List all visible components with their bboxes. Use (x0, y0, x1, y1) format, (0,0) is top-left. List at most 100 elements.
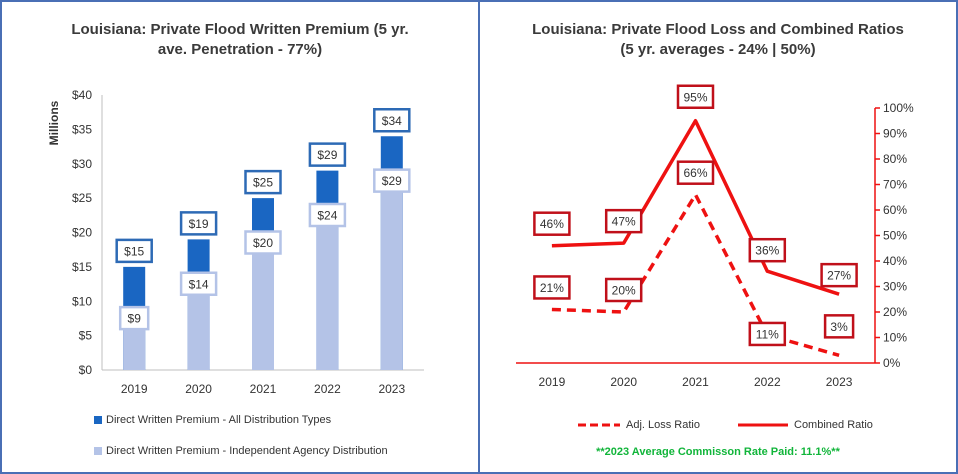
y-tick-label: 30% (883, 280, 907, 294)
data-label-adj-loss: 21% (540, 281, 564, 295)
y-tick-label: $10 (72, 294, 92, 308)
data-label-independent: $20 (253, 236, 273, 250)
data-label-box-all (115, 238, 153, 264)
legend-label-independent: Direct Written Premium - Independent Age… (106, 445, 388, 457)
legend-item-combined-ratio: Combined Ratio (738, 419, 873, 431)
data-label-adj-loss: 20% (612, 284, 636, 298)
data-label-box-adj-loss (676, 160, 715, 185)
legend-item-independent-agency: Direct Written Premium - Independent Age… (94, 445, 388, 457)
data-label-box-adj-loss (823, 314, 855, 339)
legend-swatch-independent (94, 447, 102, 455)
data-label-independent: $9 (128, 312, 142, 326)
data-label-combined: 27% (827, 269, 851, 283)
premium-title-line-1: Louisiana: Private Flood Written Premium… (71, 21, 409, 38)
legend-item-adj-loss-ratio: Adj. Loss Ratio (578, 419, 700, 431)
data-label-box-all (373, 108, 411, 133)
data-label-combined: 95% (683, 90, 707, 104)
ratio-title-line-1: Louisiana: Private Flood Loss and Combin… (532, 21, 904, 38)
data-label-box-combined (748, 237, 787, 263)
y-tick-label: 50% (883, 229, 907, 243)
data-label-box-combined (604, 208, 643, 234)
data-label-box-adj-loss (533, 275, 571, 300)
data-label-box-independent (308, 202, 347, 228)
data-label-all: $15 (124, 244, 144, 258)
data-label-box-combined (676, 84, 715, 109)
y-tick-label: 70% (883, 178, 907, 192)
legend-item-all-distribution: Direct Written Premium - All Distributio… (94, 414, 331, 426)
x-tick-label: 2023 (826, 375, 853, 389)
legend-label-all: Direct Written Premium - All Distributio… (106, 414, 332, 426)
x-tick-label: 2023 (378, 382, 405, 396)
data-label-all: $19 (189, 217, 209, 231)
data-label-box-combined (820, 262, 858, 288)
bar-independent-agency (316, 205, 339, 370)
y-tick-label: 60% (883, 203, 907, 217)
x-tick-label: 2021 (682, 375, 709, 389)
y-tick-label: 100% (883, 101, 914, 115)
bar-independent-agency (187, 273, 210, 370)
x-tick-label: 2020 (610, 375, 637, 389)
data-label-all: $29 (317, 148, 337, 162)
data-label-independent: $29 (382, 174, 402, 188)
data-label-box-independent (118, 305, 150, 331)
y-tick-label: $0 (79, 363, 93, 377)
premium-bar-chart: Millions $0 $5 $10 $15 $20 $25 $30 $35 $40 2019 $1… (47, 88, 424, 396)
adj-loss-ratio-line (551, 192, 840, 358)
data-label-all: $25 (253, 176, 273, 190)
data-label-box-independent (244, 230, 282, 255)
data-label-box-all (244, 169, 282, 195)
x-tick-label: 2021 (250, 382, 277, 396)
legend-swatch-all (94, 416, 102, 424)
y-tick-label: $15 (72, 260, 92, 274)
x-tick-label: 2019 (121, 382, 148, 396)
data-label-combined: 47% (612, 215, 636, 229)
x-tick-label: 2020 (185, 382, 212, 396)
y-tick-label: 80% (883, 152, 907, 166)
premium-chart-title: Louisiana: Private Flood Written Premium… (2, 20, 478, 60)
x-tick-label: 2022 (754, 375, 781, 389)
y-tick-label: $30 (72, 157, 92, 171)
data-label-combined: 46% (540, 217, 564, 231)
premium-title-line-2: ave. Penetration - 77%) (157, 41, 323, 58)
y-tick-label: 40% (883, 254, 907, 268)
ratio-chart-panel: Louisiana: Private Flood Loss and Combin… (478, 0, 958, 474)
y-tick-label: $20 (72, 226, 92, 240)
y-tick-label: $5 (79, 329, 93, 343)
legend-label-adj-loss: Adj. Loss Ratio (626, 419, 700, 431)
data-label-box-adj-loss (604, 277, 643, 303)
data-label-box-combined (533, 211, 571, 236)
data-label-box-all (179, 211, 218, 236)
y-tick-label: 0% (883, 356, 901, 370)
y-tick-label: $40 (72, 88, 92, 102)
data-label-combined: 36% (755, 244, 779, 258)
ratio-title-line-2: (5 yr. averages - 24% | 50%) (620, 41, 816, 58)
ratio-chart-title: Louisiana: Private Flood Loss and Combin… (480, 20, 956, 60)
y-tick-label: $35 (72, 122, 92, 136)
legend-label-combined: Combined Ratio (794, 419, 873, 431)
y-tick-label: 20% (883, 305, 907, 319)
x-tick-label: 2022 (314, 382, 341, 396)
data-label-box-adj-loss (748, 321, 787, 347)
y-tick-label: $25 (72, 191, 92, 205)
bar-independent-agency (380, 170, 403, 370)
data-label-box-independent (179, 271, 218, 296)
y-tick-label: 10% (883, 331, 907, 345)
commission-rate-note: **2023 Average Commisson Rate Paid: 11.1… (596, 446, 840, 458)
data-label-box-independent (373, 168, 411, 193)
y-axis-title: Millions (47, 100, 61, 145)
x-tick-label: 2019 (539, 375, 566, 389)
combined-ratio-line (551, 119, 840, 296)
bar-independent-agency (252, 232, 274, 370)
legend-solid-line-icon (738, 423, 788, 427)
data-label-independent: $24 (317, 209, 337, 223)
ratio-line-chart: 0% 10% 20% 30% 40% 50% 60% 70% 80% 90% 100% 2019 202… (516, 84, 914, 389)
data-label-adj-loss: 66% (683, 166, 707, 180)
legend-dashed-line-icon (578, 423, 620, 427)
data-label-adj-loss: 11% (756, 327, 779, 341)
data-label-box-all (308, 142, 347, 167)
data-label-independent: $14 (189, 277, 209, 291)
y-tick-label: 90% (883, 127, 907, 141)
data-label-all: $34 (382, 114, 402, 128)
data-label-adj-loss: 3% (830, 320, 848, 334)
